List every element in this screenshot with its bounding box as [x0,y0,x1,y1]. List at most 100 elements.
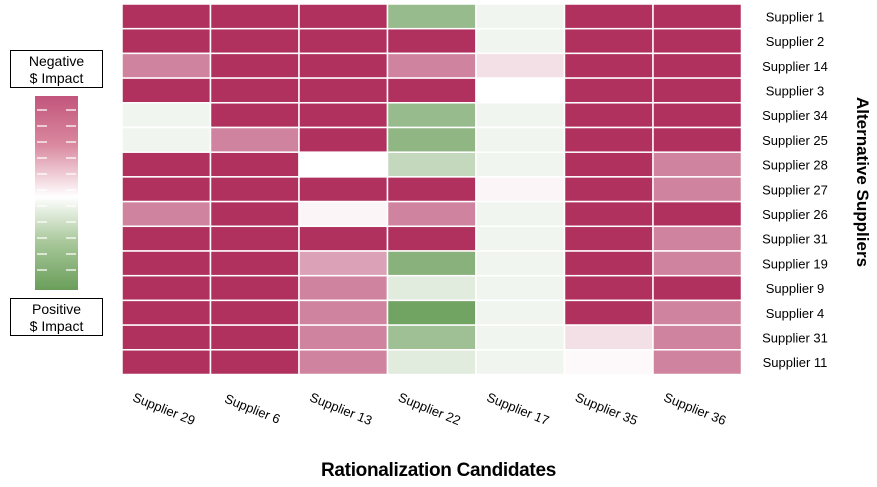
legend-positive-line1: Positive [31,301,82,317]
heatmap-cell [386,52,477,79]
heatmap-cell [563,200,654,228]
heatmap-cell [121,27,212,55]
heatmap-cell [209,77,300,104]
heatmap-cell [209,3,300,30]
heatmap-cell [563,225,654,252]
heatmap-cell [652,3,743,30]
legend-negative-line2: $ Impact [29,70,84,86]
row-label: Supplier 4 [766,306,825,321]
heatmap-cell [209,250,300,277]
heatmap-cell [475,176,566,203]
heatmap-cell [121,324,212,351]
heatmap-cell [475,102,566,129]
heatmap-cell [386,126,477,153]
heatmap-cell [121,250,212,277]
heatmap-cell [298,27,389,55]
heatmap-cell [386,324,477,351]
heatmap-cell [386,176,477,203]
heatmap-cell [121,52,212,79]
heatmap-cell [386,349,477,376]
heatmap-cell [475,200,566,228]
heatmap-cell [298,176,389,203]
heatmap-cell [652,225,743,252]
row-label: Supplier 3 [766,83,825,98]
heatmap-cell [563,324,654,351]
heatmap-cell [121,77,212,104]
row-label: Supplier 27 [762,182,828,197]
row-label: Supplier 28 [762,158,828,173]
heatmap-cell [475,27,566,55]
heatmap-cell [298,3,389,30]
heatmap-cell [475,126,566,153]
x-axis-title: Rationalization Candidates [320,460,556,481]
heatmap-cell [298,52,389,79]
legend-positive-label: Positive $ Impact [10,298,103,336]
row-label: Supplier 2 [766,34,825,49]
heatmap-cell [298,126,389,153]
row-label: Supplier 25 [762,133,828,148]
heatmap-cell [121,349,212,376]
heatmap-cell [652,299,743,326]
heatmap-cell [386,200,477,228]
column-label: Supplier 36 [662,390,729,429]
heatmap-cell [298,200,389,228]
heatmap-cell [652,126,743,153]
heatmap-cell [563,77,654,104]
heatmap-cell [475,324,566,351]
heatmap-cell [298,274,389,302]
heatmap-cell [386,250,477,277]
heatmap-cell [121,200,212,228]
column-label: Supplier 22 [396,390,463,429]
column-label: Supplier 17 [485,390,552,429]
heatmap-cell [563,299,654,326]
y-axis-title-wrap: Alternative Suppliers [853,85,873,280]
heatmap-cell [209,299,300,326]
heatmap-cells [121,3,743,376]
heatmap-cell [652,151,743,178]
heatmap-cell [386,3,477,30]
heatmap-cell [298,250,389,277]
heatmap-cell [298,349,389,376]
heatmap-cell [475,349,566,376]
column-label: Supplier 29 [131,390,198,429]
heatmap-cell [475,299,566,326]
heatmap-cell [386,77,477,104]
heatmap-cell [121,151,212,178]
heatmap-cell [386,151,477,178]
heatmap-cell [386,274,477,302]
column-label: Supplier 35 [573,390,640,429]
heatmap-cell [209,52,300,79]
heatmap-cell [298,299,389,326]
heatmap-cell [563,250,654,277]
heatmap-cell [298,151,389,178]
row-label: Supplier 9 [766,281,825,296]
heatmap-cell [563,27,654,55]
heatmap-cell [121,102,212,129]
heatmap-cell [209,200,300,228]
heatmap-cell [121,3,212,30]
heatmap-cell [652,324,743,351]
color-legend-bar [35,96,78,290]
heatmap-cell [209,151,300,178]
heatmap-cell [652,52,743,79]
heatmap-cell [298,225,389,252]
heatmap-cell [652,27,743,55]
heatmap-cell [652,200,743,228]
heatmap-cell [563,151,654,178]
heatmap-cell [652,102,743,129]
row-label: Supplier 31 [762,232,828,247]
heatmap-cell [386,102,477,129]
heatmap-cell [652,274,743,302]
heatmap-cell [209,176,300,203]
heatmap-cell [475,77,566,104]
heatmap-cell [475,151,566,178]
row-label: Supplier 19 [762,256,828,271]
heatmap-cell [209,349,300,376]
row-labels: Supplier 1 Supplier 2 Supplier 14 Supplier … [762,9,828,370]
heatmap-cell [563,176,654,203]
heatmap-cell [563,3,654,30]
heatmap-cell [563,52,654,79]
legend-negative-label: Negative $ Impact [10,50,103,88]
row-label: Supplier 26 [762,207,828,222]
